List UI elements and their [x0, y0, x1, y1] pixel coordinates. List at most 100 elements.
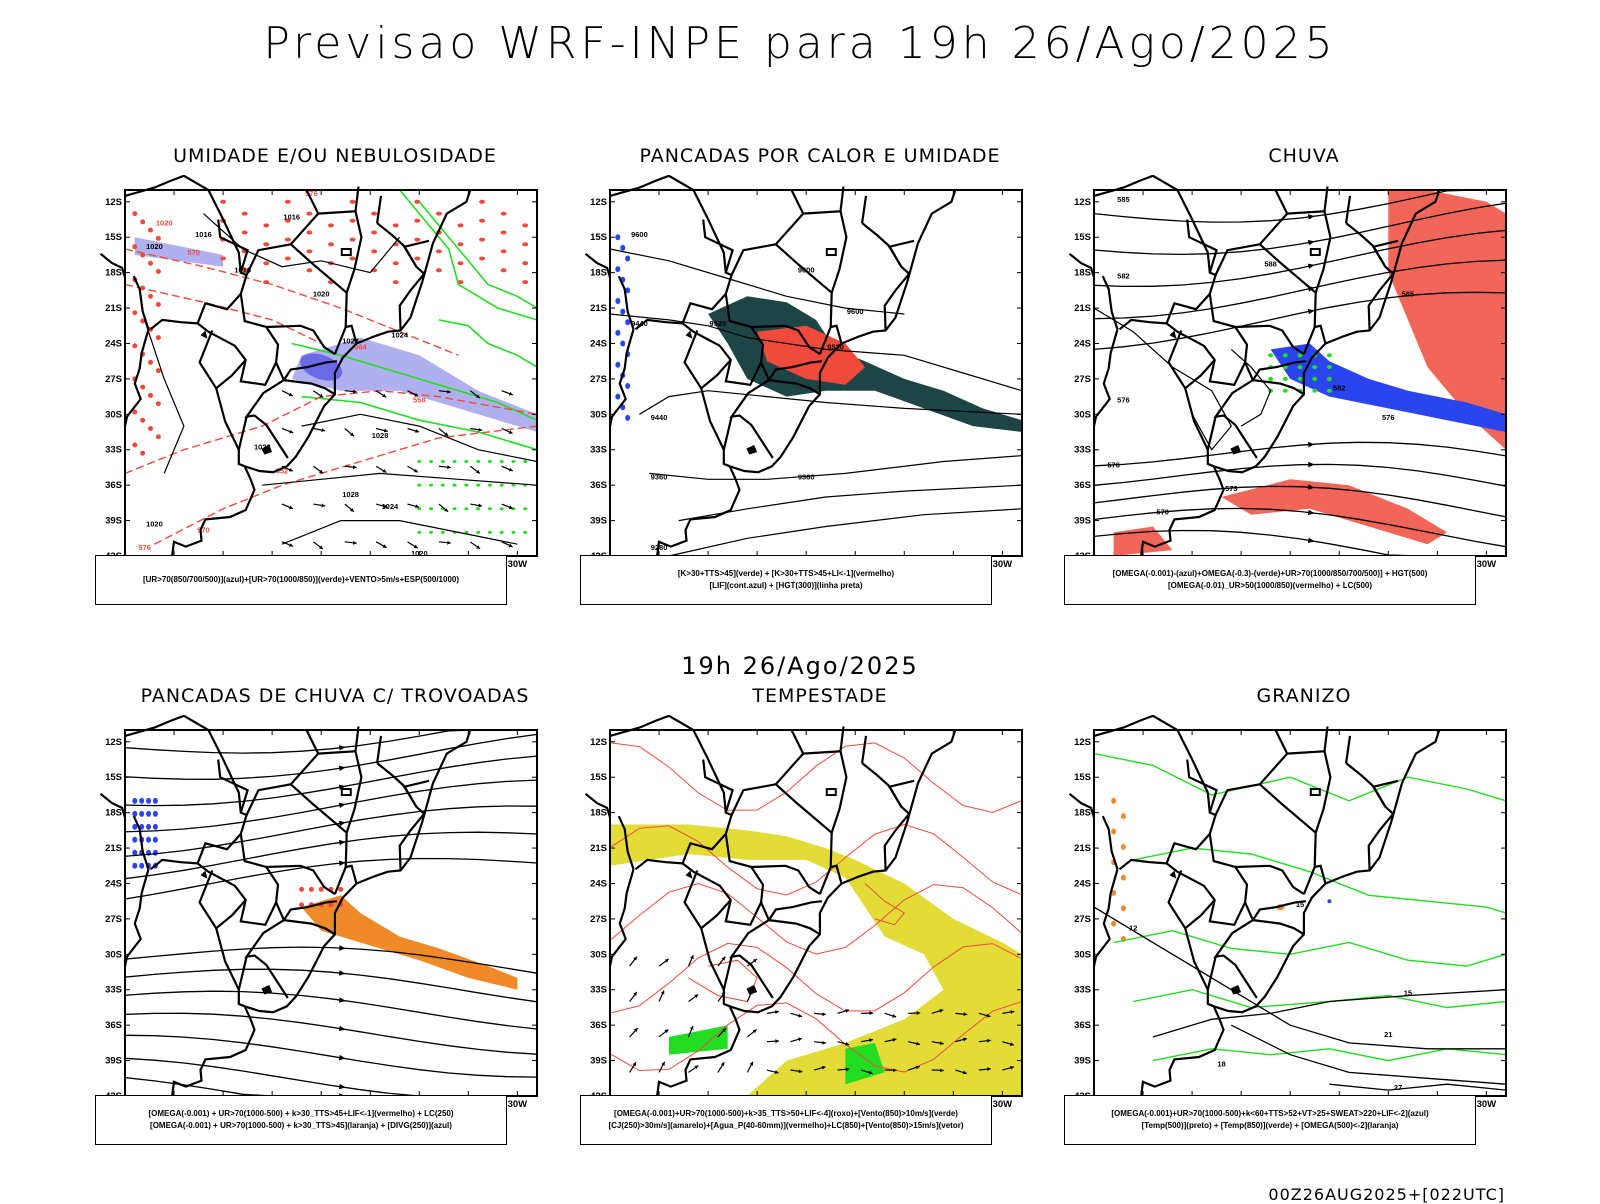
streamline-arrow: [1308, 442, 1315, 447]
omega-500-area: [1121, 813, 1126, 819]
hgt-contour: [669, 509, 1022, 556]
wind-vector-head: [353, 465, 357, 469]
dry-patch: [148, 294, 153, 299]
dry-patch: [414, 256, 420, 260]
streamline-arrow: [1308, 264, 1315, 269]
lat-label: 18S: [590, 268, 607, 279]
pressure-contour: [282, 521, 517, 545]
capital-marker: [1311, 249, 1320, 255]
fields: 1016102010161016102010241024102810281028…: [125, 189, 537, 558]
divergence-area: [153, 824, 158, 830]
contour-label: 9360: [798, 472, 815, 481]
humidity-speckle: [441, 531, 445, 534]
lake: [746, 445, 757, 455]
dry-patch: [242, 212, 248, 216]
humidity-speckle: [476, 507, 480, 510]
contour-label: 585: [1402, 289, 1415, 298]
temp-850-contour: [1114, 931, 1506, 966]
lat-label: 39S: [1074, 516, 1091, 527]
dry-patch: [285, 200, 291, 204]
humidity-speckle: [417, 484, 421, 487]
streamline-arrow: [1308, 462, 1314, 467]
lat-label: 33S: [590, 445, 607, 456]
streamline: [125, 806, 537, 856]
lat-label: 24S: [590, 878, 607, 889]
divergence-area: [153, 837, 158, 843]
dry-patch: [140, 219, 145, 224]
lat-label: 12S: [105, 737, 122, 748]
divergence-area: [132, 837, 137, 843]
humidity-speckle: [488, 460, 492, 463]
lat-label: 18S: [1074, 808, 1091, 819]
contour-label: 576: [1117, 396, 1130, 405]
humidity-speckle: [453, 460, 457, 463]
panel-title: UMIDADE E/OU NEBULOSIDADE: [95, 145, 575, 167]
streamline: [125, 780, 537, 832]
lon-label: 30W: [993, 559, 1013, 570]
legend-line: [Temp(500)](preto) + [Temp(850)](verde) …: [1065, 1120, 1475, 1132]
divergence-area: [153, 798, 158, 804]
state-border: [862, 223, 909, 330]
humidity-speckle: [429, 484, 433, 487]
omega-strong: [1283, 377, 1288, 381]
lon-label: 30W: [1477, 1099, 1497, 1110]
lif-contour: [615, 234, 620, 240]
humidity-speckle: [464, 484, 468, 487]
dry-patch: [156, 236, 161, 241]
dry-patch: [371, 249, 377, 253]
contour-label: 570: [197, 525, 210, 534]
dry-patch: [285, 238, 291, 242]
hgt-contour: [649, 456, 1022, 480]
lake: [686, 871, 693, 879]
state-border: [1346, 736, 1350, 763]
state-border: [200, 871, 217, 929]
humidity-speckle: [417, 531, 421, 534]
lat-label: 12S: [1074, 737, 1091, 748]
lat-label: 39S: [590, 1056, 607, 1067]
lat-label: 24S: [590, 338, 607, 349]
legend-line: [OMEGA(-0.01)_UR>50(1000/850)(vermelho) …: [1065, 580, 1475, 592]
dry-patch: [148, 393, 153, 398]
state-border: [151, 320, 198, 329]
omega-strong: [1283, 353, 1288, 357]
humidity-speckle: [476, 531, 480, 534]
lon-label: 30W: [1477, 559, 1497, 570]
lat-label: 18S: [105, 808, 122, 819]
state-border: [1216, 362, 1257, 458]
temp-850-contour: [1133, 848, 1506, 913]
humidity-speckle: [453, 484, 457, 487]
legend-box: [OMEGA(-0.001) + UR>70(1000-500) + k>30_…: [95, 1095, 507, 1145]
streamline-arrow: [339, 945, 346, 950]
state-border: [1120, 860, 1167, 869]
contour-label: 27: [1394, 1083, 1402, 1092]
state-border: [151, 860, 198, 869]
lat-label: 15S: [1074, 232, 1091, 243]
divergence-area: [139, 811, 144, 817]
contour-label: 1016: [195, 230, 212, 239]
state-border: [792, 730, 804, 754]
contour-label: 1028: [372, 431, 389, 440]
lif-contour: [615, 266, 620, 272]
state-border: [636, 860, 683, 869]
lat-label: 36S: [590, 480, 607, 491]
dry-patch: [371, 231, 377, 235]
lake: [1170, 331, 1177, 339]
state-border: [1169, 331, 1186, 389]
lat-label: 12S: [105, 197, 122, 208]
lat-label: 36S: [1074, 480, 1091, 491]
divergence-area: [146, 824, 151, 830]
state-border: [862, 763, 909, 870]
state-border: [890, 781, 915, 807]
contour-label: 1020: [313, 289, 330, 298]
contour-label: 1028: [342, 490, 359, 499]
contour-label: 582: [1117, 272, 1130, 281]
lif-contour: [620, 340, 625, 346]
dry-patch: [156, 401, 161, 406]
state-border: [1346, 223, 1393, 330]
dry-patch: [156, 368, 161, 373]
dry-patch: [132, 211, 137, 216]
legend-line: [K>30+TTS>45](verde) + [K>30+TTS>45+LI<-…: [581, 568, 991, 580]
